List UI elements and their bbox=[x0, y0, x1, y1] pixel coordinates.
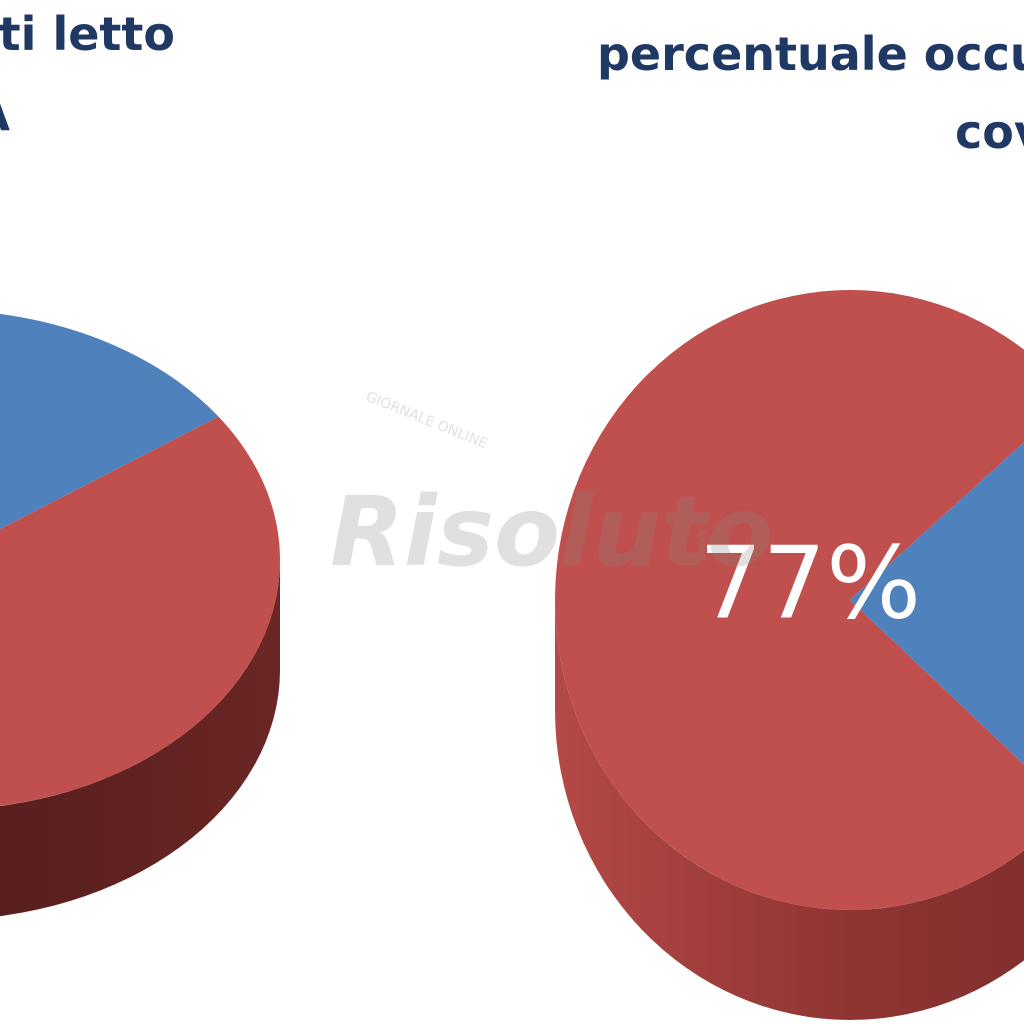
chart-title: A bbox=[0, 87, 10, 141]
pie: 77% bbox=[555, 290, 1024, 1020]
value-label: 77% bbox=[699, 524, 921, 641]
pie-slice bbox=[0, 416, 280, 807]
pie bbox=[0, 313, 280, 917]
chart-title: percentuale occu bbox=[597, 27, 1024, 81]
watermark-text: Risoluto bbox=[330, 476, 773, 588]
pie-slice bbox=[555, 290, 1024, 910]
chart-title: ti letto bbox=[0, 7, 175, 61]
pie-slice bbox=[850, 442, 1024, 765]
pie-side bbox=[0, 560, 280, 917]
pie-side bbox=[555, 600, 1024, 1020]
watermark-tagline: GIORNALE ONLINE bbox=[364, 389, 490, 452]
watermark-suffix: .it bbox=[680, 524, 728, 570]
pie-slice bbox=[0, 313, 219, 530]
chart-title: cov bbox=[955, 105, 1024, 159]
